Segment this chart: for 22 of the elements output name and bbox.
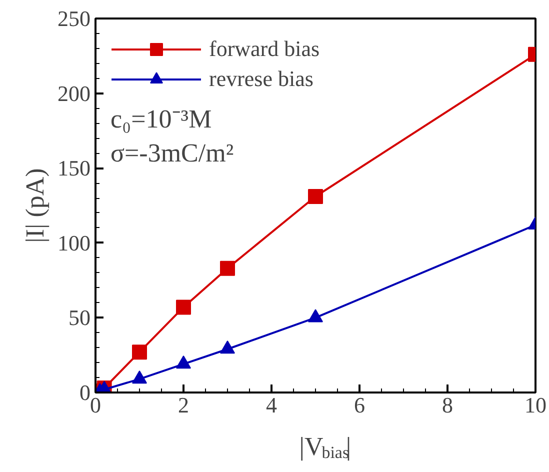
y-tick-label: 50 xyxy=(68,305,90,330)
annotation: c₀=10⁻³M xyxy=(110,104,212,134)
x-tick-label: 10 xyxy=(524,392,546,418)
point xyxy=(220,260,235,276)
point xyxy=(176,300,191,315)
y-tick-label: 200 xyxy=(58,80,90,106)
x-tick-label: 4 xyxy=(266,392,277,418)
x-tick-label: 8 xyxy=(442,392,453,418)
y-tick-label: 250 xyxy=(58,6,90,31)
y-tick-label: 150 xyxy=(58,156,90,181)
point xyxy=(308,309,323,322)
y-axis-title: |I| (pA) xyxy=(20,168,50,243)
point xyxy=(132,370,147,384)
legend-label: revrese bias xyxy=(209,66,314,92)
point xyxy=(308,189,323,204)
y-tick-label: 100 xyxy=(58,230,90,256)
annotation: σ=-3mC/m² xyxy=(110,138,234,168)
x-tick-label: 6 xyxy=(354,392,365,418)
legend-label: forward bias xyxy=(209,36,320,62)
point xyxy=(220,340,235,354)
x-tick-label: 2 xyxy=(178,392,189,418)
point xyxy=(176,355,191,369)
